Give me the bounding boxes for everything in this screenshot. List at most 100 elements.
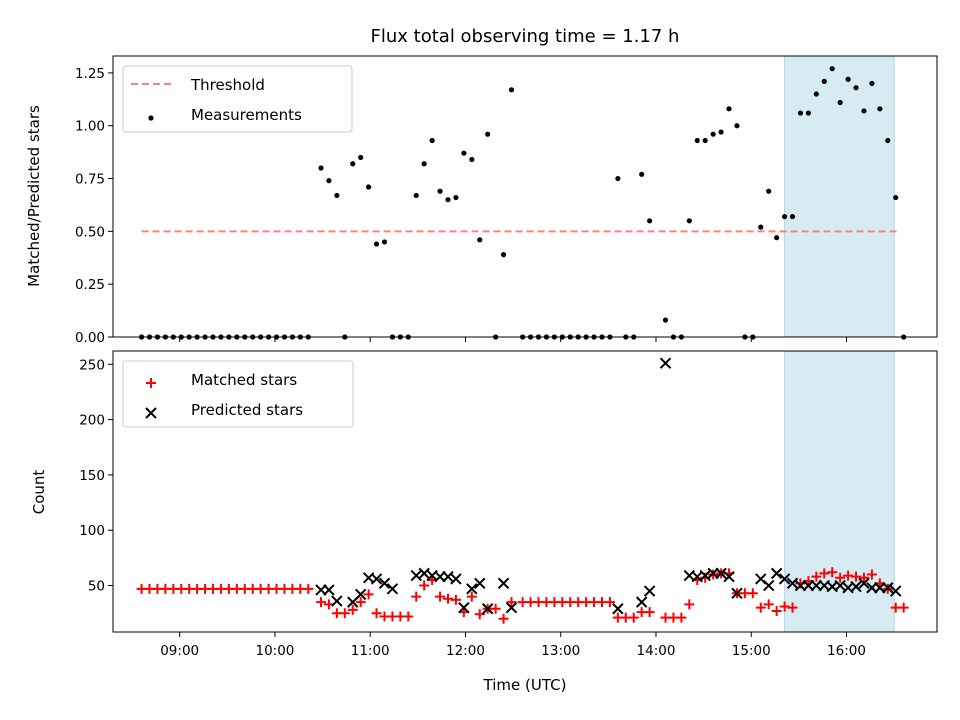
measurements-legend-swatch <box>148 115 154 121</box>
matched-stars-point <box>771 605 782 616</box>
bottom-y-axis-label: Count <box>30 470 48 515</box>
measurements-point <box>837 99 843 106</box>
measurements-point <box>845 76 851 82</box>
predicted-stars-point <box>715 567 727 580</box>
measurements-point <box>429 137 435 144</box>
matched-stars-point <box>303 583 314 594</box>
predicted-stars-point <box>699 569 711 582</box>
measurements-point <box>318 165 324 171</box>
matched-stars-point <box>858 572 869 583</box>
predicted-stars-point <box>418 567 430 580</box>
measurements-point <box>821 78 827 84</box>
bottom-axes-frame <box>112 350 938 633</box>
measurements-point <box>485 131 491 137</box>
matched-stars-point <box>811 571 822 582</box>
measurements-point <box>350 161 356 167</box>
top-legend: Threshold Measurements <box>122 65 353 133</box>
matched-stars-point <box>347 604 358 615</box>
matched-stars-point <box>835 572 846 583</box>
x-tick-label: 12:00 <box>446 643 485 659</box>
predicted-stars-point <box>410 569 422 582</box>
matched-stars-point <box>442 593 453 604</box>
predicted-stars-point <box>481 603 494 615</box>
matched-stars-legend-swatch <box>146 378 156 388</box>
predicted-stars-point <box>850 580 862 593</box>
matched-stars-point <box>684 599 695 610</box>
matched-stars-point <box>419 580 430 591</box>
matched-stars-point <box>898 602 909 613</box>
chart-title: Flux total observing time = 1.17 h <box>371 26 680 47</box>
bottom-y-tick-label: 100 <box>79 523 105 539</box>
top-legend-box <box>122 65 353 133</box>
measurements-point <box>381 239 388 245</box>
predicted-stars-legend-label: Predicted stars <box>191 401 303 419</box>
measurements-point <box>453 194 459 201</box>
measurements-point <box>861 108 867 114</box>
predicted-stars-point <box>386 583 399 595</box>
matched-stars-point <box>363 589 374 600</box>
measurements-legend-label: Measurements <box>191 106 302 124</box>
matched-stars-point <box>411 591 422 602</box>
x-tick-label: 15:00 <box>732 643 771 659</box>
top-y-tick-label: 0.75 <box>75 172 105 188</box>
predicted-stars-point <box>458 601 470 614</box>
predicted-stars-point <box>497 577 510 590</box>
top-highlight-span <box>784 55 895 338</box>
bottom-y-tick-label: 200 <box>79 413 105 429</box>
measurements-point <box>326 178 332 184</box>
x-tick-label: 09:00 <box>160 643 199 659</box>
measurements-point <box>702 137 708 144</box>
top-panel: 0.00 0.25 0.50 0.75 1.00 1.25 Threshold Measure… <box>75 55 938 346</box>
predicted-stars-legend-swatch <box>145 407 157 419</box>
matched-stars-point <box>819 568 830 579</box>
x-axis-label: Time (UTC) <box>483 676 567 694</box>
measurements-point <box>500 252 507 258</box>
measurements-point <box>781 213 788 220</box>
predicted-stars-point <box>323 584 335 596</box>
predicted-stars-point <box>890 585 902 597</box>
x-tick-label: 13:00 <box>541 643 580 659</box>
x-tick-label: 14:00 <box>637 643 676 659</box>
matched-stars-point <box>827 567 838 578</box>
matched-stars-point <box>466 591 477 602</box>
predicted-stars-point <box>378 577 391 590</box>
matched-stars-point <box>450 594 461 605</box>
matched-stars-point <box>355 597 366 608</box>
threshold-legend-label: Threshold <box>190 76 265 94</box>
predicted-stars-point <box>474 577 486 590</box>
measurements-point <box>358 154 364 161</box>
measurements-point <box>469 156 475 163</box>
matched-stars-point <box>866 569 877 580</box>
matched-stars-point <box>763 599 774 610</box>
measurements-point <box>893 194 899 201</box>
predicted-stars-point <box>442 570 454 583</box>
matched-stars-point <box>403 611 414 622</box>
predicted-stars-point <box>659 357 672 369</box>
top-y-tick-label: 0.25 <box>75 277 105 293</box>
top-axes-frame <box>112 55 938 338</box>
matched-stars-point <box>843 570 854 581</box>
measurements-point <box>421 161 427 167</box>
measurements-point <box>805 110 811 116</box>
predicted-stars-point <box>354 588 367 601</box>
matched-stars-point <box>851 571 862 582</box>
measurements-point <box>813 91 819 97</box>
measurements-point <box>615 175 621 182</box>
matched-stars-point <box>371 608 382 619</box>
matched-stars-legend-label: Matched stars <box>191 371 297 389</box>
measurements-point <box>774 235 780 241</box>
top-y-tick-label: 1.25 <box>75 66 105 82</box>
predicted-stars-point <box>882 582 894 594</box>
measurements-point <box>437 188 443 194</box>
bottom-panel: 50 100 150 200 250 09:00 10:00 11:00 12:00 13:00 1… <box>79 350 938 659</box>
predicted-stars-point <box>778 573 791 585</box>
matched-stars-point <box>779 601 790 612</box>
measurements-point <box>662 317 669 323</box>
predicted-stars-point <box>723 570 735 583</box>
top-y-tick-label: 1.00 <box>75 119 105 135</box>
measurements-point <box>734 123 740 129</box>
measurements-point <box>508 87 515 93</box>
predicted-stars-point <box>505 601 518 614</box>
measurements-point <box>413 192 419 199</box>
